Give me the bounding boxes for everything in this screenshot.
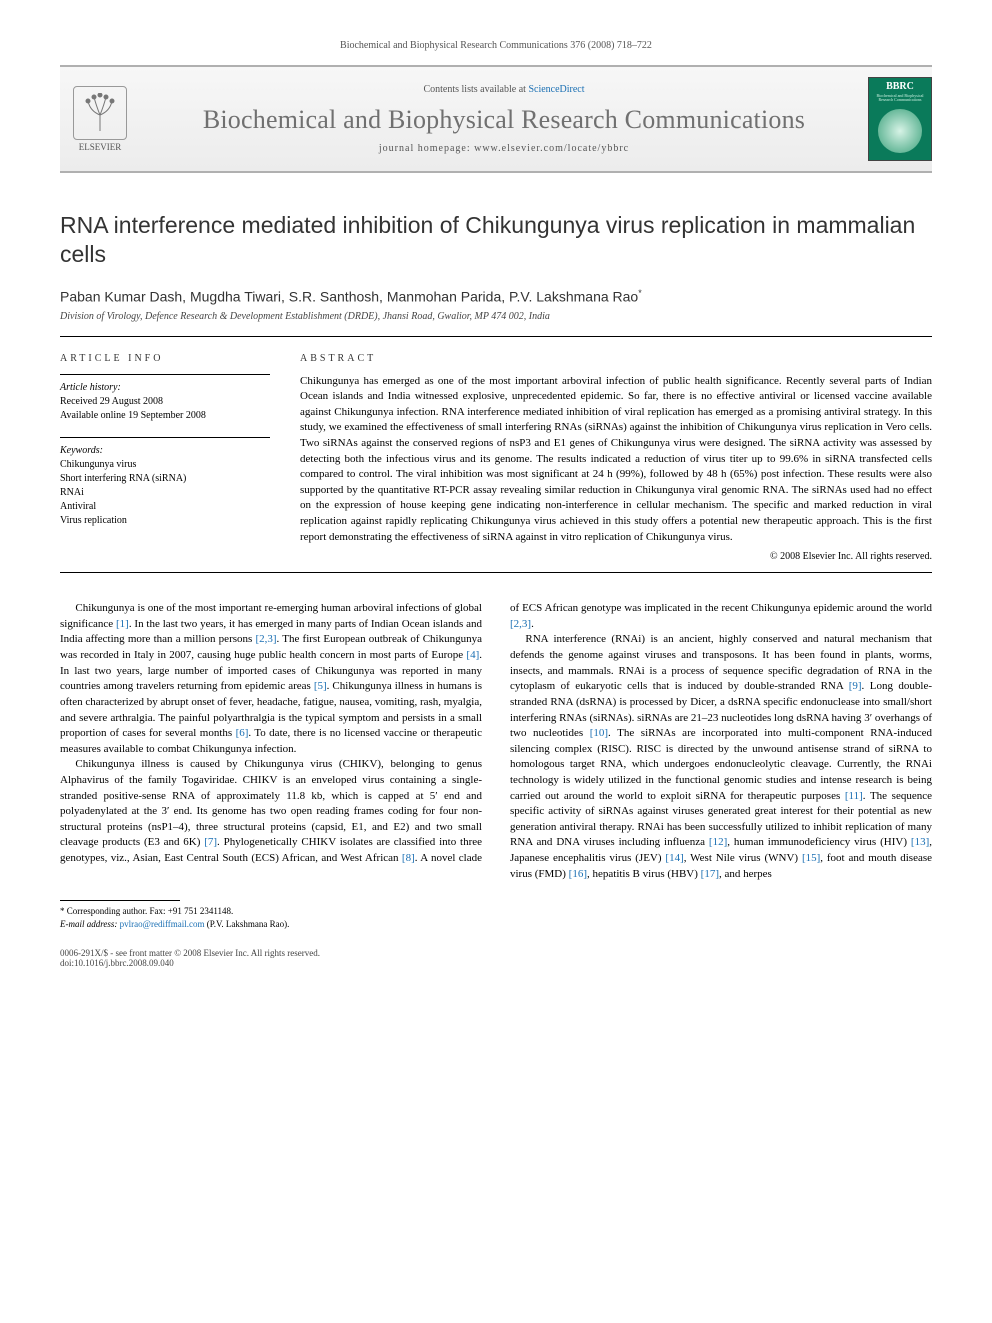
email-suffix: (P.V. Lakshmana Rao).: [205, 919, 290, 929]
article-title: RNA interference mediated inhibition of …: [60, 211, 932, 270]
page-footer: 0006-291X/$ - see front matter © 2008 El…: [60, 948, 932, 968]
cover-abbrev: BBRC: [886, 81, 914, 92]
body-text: Chikungunya illness is caused by Chikung…: [60, 758, 482, 848]
citation-link[interactable]: [5]: [314, 680, 327, 692]
affiliation: Division of Virology, Defence Research &…: [60, 311, 932, 322]
citation-link[interactable]: [2,3]: [510, 618, 531, 630]
contents-list-line: Contents lists available at ScienceDirec…: [140, 84, 868, 95]
body-text: , West Nile virus (WNV): [684, 852, 802, 864]
authors-text: Paban Kumar Dash, Mugdha Tiwari, S.R. Sa…: [60, 289, 638, 305]
info-abstract-row: ARTICLE INFO Article history: Received 2…: [60, 353, 932, 563]
journal-header: ELSEVIER Contents lists available at Sci…: [60, 65, 932, 173]
divider: [60, 336, 932, 337]
email-link[interactable]: pvlrao@rediffmail.com: [120, 919, 205, 929]
email-label: E-mail address:: [60, 919, 120, 929]
keywords-label: Keywords:: [60, 444, 270, 458]
keyword: Chikungunya virus: [60, 458, 270, 472]
keyword: Short interfering RNA (siRNA): [60, 472, 270, 486]
body-paragraph: RNA interference (RNAi) is an ancient, h…: [510, 632, 932, 882]
divider: [60, 572, 932, 573]
journal-homepage-line: journal homepage: www.elsevier.com/locat…: [140, 143, 868, 154]
footnote-separator: [60, 900, 180, 901]
article-info-heading: ARTICLE INFO: [60, 353, 270, 364]
doi-line: doi:10.1016/j.bbrc.2008.09.040: [60, 958, 320, 968]
issn-line: 0006-291X/$ - see front matter © 2008 El…: [60, 948, 320, 958]
citation-link[interactable]: [17]: [701, 868, 719, 880]
citation-link[interactable]: [13]: [911, 836, 929, 848]
body-text: , human immunodeficiency virus (HIV): [727, 836, 911, 848]
online-date: Available online 19 September 2008: [60, 409, 270, 423]
keyword: Virus replication: [60, 514, 270, 528]
citation-link[interactable]: [1]: [116, 618, 129, 630]
citation-link[interactable]: [16]: [569, 868, 587, 880]
citation-link[interactable]: [8]: [402, 852, 415, 864]
cover-subtitle: Biochemical and Biophysical Research Com…: [872, 94, 928, 103]
body-paragraph: Chikungunya is one of the most important…: [60, 601, 482, 757]
citation-link[interactable]: [14]: [665, 852, 683, 864]
footnotes: * Corresponding author. Fax: +91 751 234…: [60, 905, 932, 930]
citation-link[interactable]: [11]: [845, 790, 863, 802]
keyword: RNAi: [60, 486, 270, 500]
citation-link[interactable]: [7]: [204, 836, 217, 848]
article-body: Chikungunya is one of the most important…: [60, 601, 932, 882]
cover-art-icon: [878, 109, 922, 153]
homepage-prefix: journal homepage:: [379, 143, 474, 154]
body-text: , hepatitis B virus (HBV): [587, 868, 701, 880]
citation-link[interactable]: [10]: [590, 727, 608, 739]
abstract-text: Chikungunya has emerged as one of the mo…: [300, 374, 932, 546]
keywords-block: Keywords: Chikungunya virus Short interf…: [60, 437, 270, 528]
journal-reference: Biochemical and Biophysical Research Com…: [60, 40, 932, 51]
article-info-column: ARTICLE INFO Article history: Received 2…: [60, 353, 270, 563]
citation-link[interactable]: [6]: [236, 727, 249, 739]
publisher-name: ELSEVIER: [79, 142, 122, 152]
contents-prefix: Contents lists available at: [423, 84, 528, 95]
citation-link[interactable]: [4]: [466, 649, 479, 661]
corresponding-marker: *: [638, 288, 642, 298]
article-history-block: Article history: Received 29 August 2008…: [60, 374, 270, 423]
citation-link[interactable]: [15]: [802, 852, 820, 864]
sciencedirect-link[interactable]: ScienceDirect: [528, 84, 584, 95]
journal-title: Biochemical and Biophysical Research Com…: [140, 105, 868, 135]
keyword: Antiviral: [60, 500, 270, 514]
elsevier-tree-icon: [73, 86, 127, 140]
corresponding-author-note: * Corresponding author. Fax: +91 751 234…: [60, 905, 932, 918]
header-center: Contents lists available at ScienceDirec…: [140, 84, 868, 154]
body-text: .: [531, 618, 534, 630]
author-list: Paban Kumar Dash, Mugdha Tiwari, S.R. Sa…: [60, 288, 932, 305]
homepage-url: www.elsevier.com/locate/ybbrc: [474, 143, 629, 154]
citation-link[interactable]: [9]: [849, 680, 862, 692]
abstract-column: ABSTRACT Chikungunya has emerged as one …: [300, 353, 932, 563]
email-line: E-mail address: pvlrao@rediffmail.com (P…: [60, 918, 932, 931]
footer-left: 0006-291X/$ - see front matter © 2008 El…: [60, 948, 320, 968]
received-date: Received 29 August 2008: [60, 395, 270, 409]
abstract-copyright: © 2008 Elsevier Inc. All rights reserved…: [300, 551, 932, 562]
abstract-heading: ABSTRACT: [300, 353, 932, 364]
history-label: Article history:: [60, 381, 270, 395]
citation-link[interactable]: [12]: [709, 836, 727, 848]
citation-link[interactable]: [2,3]: [255, 633, 276, 645]
journal-cover-thumbnail: BBRC Biochemical and Biophysical Researc…: [868, 77, 932, 161]
body-text: , and herpes: [719, 868, 772, 880]
publisher-logo-block: ELSEVIER: [60, 86, 140, 152]
